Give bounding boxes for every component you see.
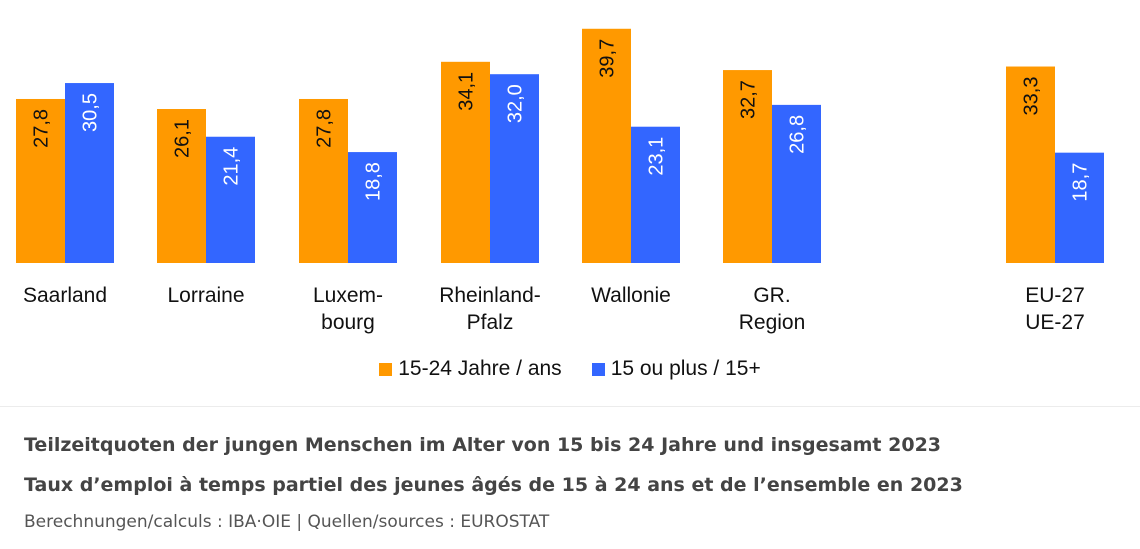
bar-youth-3	[441, 61, 490, 264]
bar-youth-4	[582, 28, 631, 263]
data-label-total-1: 21,4	[221, 147, 243, 186]
category-label-6: EU-27 UE-27	[1025, 284, 1085, 334]
data-label-total-3: 32,0	[505, 84, 527, 123]
legend-label-total: 15 ou plus / 15+	[610, 357, 761, 380]
bar-youth-2	[299, 98, 348, 263]
bar-youth-0	[16, 98, 65, 263]
category-label-0: Saarland	[22, 284, 108, 307]
data-label-total-6: 18,7	[1070, 163, 1092, 202]
data-label-total-5: 26,8	[787, 115, 809, 154]
bar-total-1	[206, 136, 255, 263]
category-label-3: Rheinland- Pfalz	[439, 284, 541, 334]
legend-swatch-total	[591, 362, 605, 376]
category-label-4: Wallonie	[591, 284, 671, 307]
data-label-youth-0: 27,8	[31, 109, 53, 148]
bar-youth-1	[157, 109, 206, 263]
data-label-youth-1: 26,1	[172, 119, 194, 158]
data-label-total-0: 30,5	[80, 93, 102, 132]
data-label-total-2: 18,8	[363, 162, 385, 201]
bar-total-6	[1055, 152, 1104, 263]
legend-item-youth: 15-24 Jahre / ans	[379, 357, 562, 381]
data-label-youth-4: 39,7	[597, 39, 619, 78]
bar-youth-5	[723, 70, 772, 263]
data-label-youth-6: 33,3	[1021, 77, 1043, 116]
bar-total-0	[65, 83, 114, 263]
bar-youth-6	[1006, 66, 1055, 263]
category-label-1: Lorraine	[167, 284, 245, 307]
bar-total-2	[348, 152, 397, 263]
caption-title-french: Taux d’emploi à temps partiel des jeunes…	[24, 474, 963, 496]
caption-divider	[0, 406, 1140, 407]
data-label-youth-5: 32,7	[738, 80, 760, 119]
category-label-2: Luxem- bourg	[312, 284, 384, 334]
legend-item-total: 15 ou plus / 15+	[591, 357, 761, 381]
bar-chart: 27,8 30,5 26,1 21,4 27,8 18,8 34,1 32,0 39,7 23,1…	[16, 28, 1104, 334]
caption-source: Berechnungen/calculs : IBA·OIE | Quellen…	[24, 512, 550, 532]
bar-total-4	[631, 126, 680, 264]
data-label-youth-2: 27,8	[314, 109, 336, 148]
legend-swatch-youth	[379, 362, 393, 376]
bar-total-5	[772, 104, 821, 263]
chart-caption: Teilzeitquoten der jungen Menschen im Al…	[24, 425, 1124, 539]
chart-plot: 27,8 30,5 26,1 21,4 27,8 18,8 34,1 32,0 39,7 23,1…	[16, 28, 1104, 264]
bar-total-3	[490, 74, 539, 263]
data-label-youth-3: 34,1	[456, 72, 478, 111]
data-label-total-4: 23,1	[646, 137, 668, 176]
caption-title-german: Teilzeitquoten der jungen Menschen im Al…	[24, 434, 942, 456]
legend-label-youth: 15-24 Jahre / ans	[398, 357, 562, 380]
category-label-5: GR. Region	[738, 284, 806, 334]
chart-legend: 15-24 Jahre / ans 15 ou plus / 15+	[0, 357, 1140, 381]
